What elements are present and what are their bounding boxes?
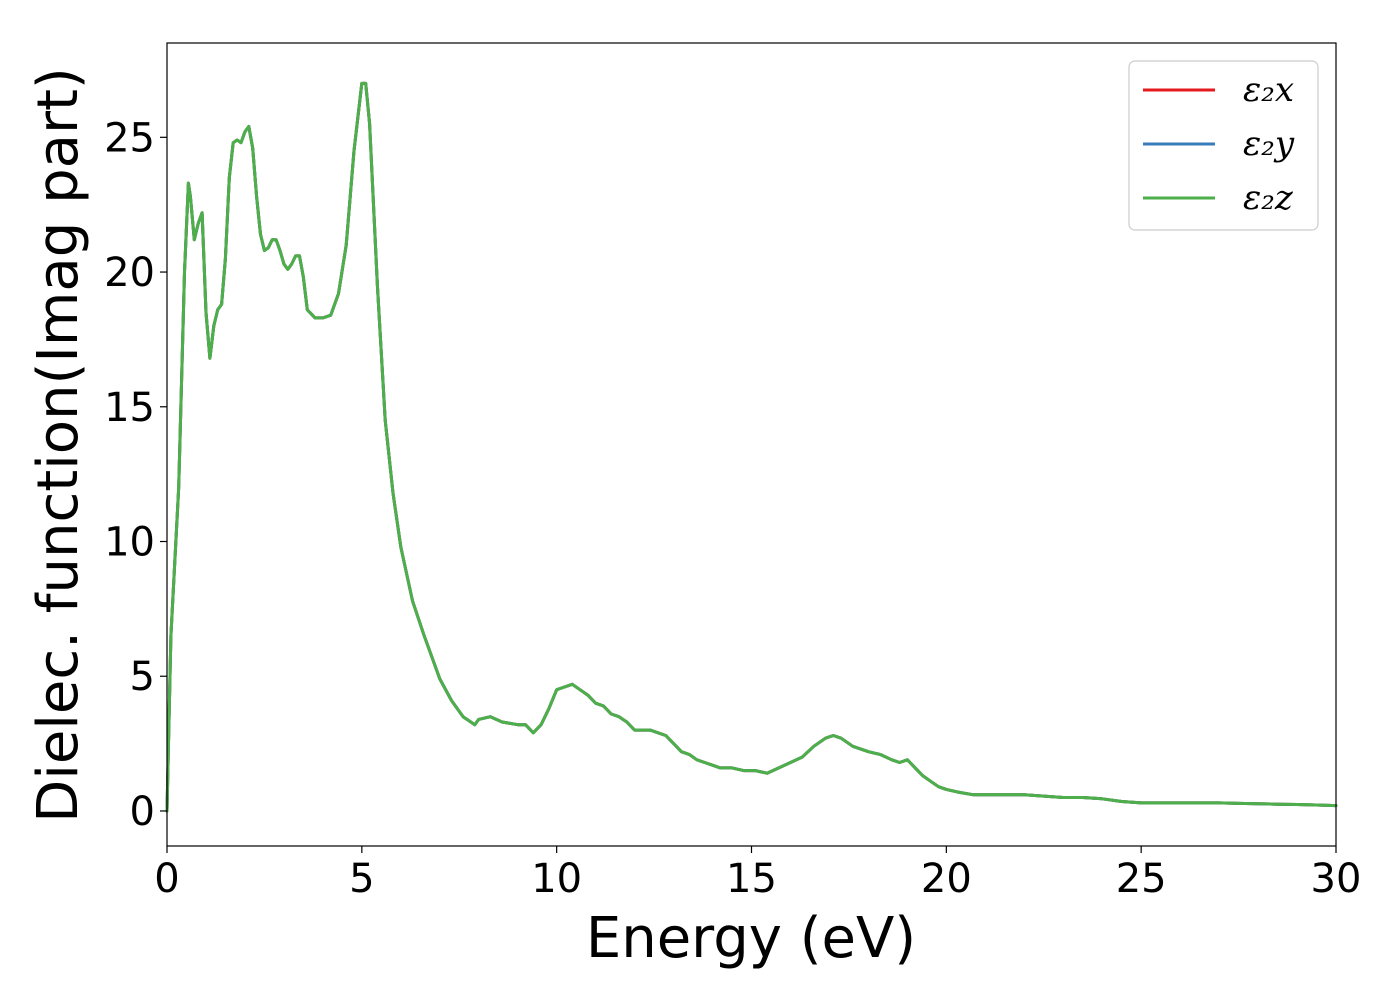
x-tick-label: 15 (726, 856, 777, 902)
x-axis-label: Energy (eV) (586, 906, 916, 971)
x-tick-label: 10 (531, 856, 582, 902)
y-axis-ticks: 0 5 10 15 20 25 (104, 115, 167, 835)
legend-box (1128, 60, 1319, 231)
y-tick-label: 20 (104, 250, 155, 296)
x-tick-label: 25 (1116, 856, 1167, 902)
series-layer (165, 81, 1338, 813)
x-tick-label: 30 (1311, 856, 1362, 902)
y-tick-label: 25 (104, 115, 155, 161)
y-tick-label: 15 (104, 385, 155, 431)
x-tick-label: 5 (349, 856, 374, 902)
legend-label-3: ε₂z (1243, 178, 1294, 218)
y-axis-label: Dielec. function(Imag part) (26, 67, 91, 823)
legend-label-1: ε₂x (1243, 70, 1294, 110)
y-tick-label: 5 (130, 654, 155, 700)
x-axis-ticks: 0 5 10 15 20 25 30 (154, 846, 1361, 902)
y-tick-label: 0 (130, 789, 155, 835)
x-tick-label: 20 (921, 856, 972, 902)
y-tick-label: 10 (104, 520, 155, 566)
legend-label-2: ε₂y (1243, 124, 1295, 164)
x-tick-label: 0 (154, 856, 179, 902)
series-line-3 (165, 81, 1338, 813)
legend: ε₂x ε₂y ε₂z (1128, 60, 1319, 231)
